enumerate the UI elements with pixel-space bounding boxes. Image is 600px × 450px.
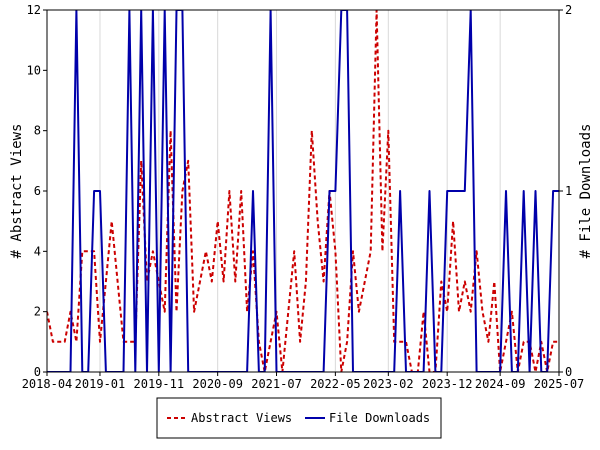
x-tick-label-2022-05: 2022-05 [310,377,361,391]
x-tick-label-2023-12: 2023-12 [422,377,473,391]
series-lines [47,10,559,372]
y-left-tick-label-4: 4 [34,244,41,258]
y-left-tick-label-12: 12 [27,3,41,17]
x-tick-label-2019-11: 2019-11 [134,377,185,391]
x-tick-label-2024-09: 2024-09 [475,377,526,391]
y-left-axis-title: # Abstract Views [9,124,25,259]
y-left-tick-label-2: 2 [34,305,41,319]
x-tick-label-2025-07: 2025-07 [534,377,585,391]
y-right-axis-title: # File Downloads [578,124,594,259]
series-line-file-downloads [47,10,559,372]
y-right-tick-label-1: 1 [565,184,572,198]
x-tick-label-2020-09: 2020-09 [192,377,243,391]
x-tick-label-2018-04: 2018-04 [22,377,73,391]
series-line-abstract-views [47,10,559,372]
x-axis-ticks: 2018-04 2019-01 2019-11 2020-09 2021-07 2022-… [22,372,585,391]
y-right-tick-label-0: 0 [565,365,572,379]
x-tick-label-2019-01: 2019-01 [75,377,126,391]
y-left-tick-label-10: 10 [27,63,41,77]
x-tick-label-2023-02: 2023-02 [363,377,414,391]
x-tick-label-2021-07: 2021-07 [251,377,302,391]
y-left-tick-label-6: 6 [34,184,41,198]
legend-label-abstract-views: Abstract Views [191,411,292,425]
y-right-axis-ticks: 0 1 2 [559,3,572,379]
y-right-tick-label-2: 2 [565,3,572,17]
legend-box [156,397,442,439]
legend-label-file-downloads: File Downloads [329,411,430,425]
y-left-axis-ticks: 0 2 4 6 8 10 12 [27,3,47,379]
y-left-tick-label-0: 0 [34,365,41,379]
y-left-tick-label-8: 8 [34,124,41,138]
legend: Abstract Views File Downloads [156,397,442,439]
